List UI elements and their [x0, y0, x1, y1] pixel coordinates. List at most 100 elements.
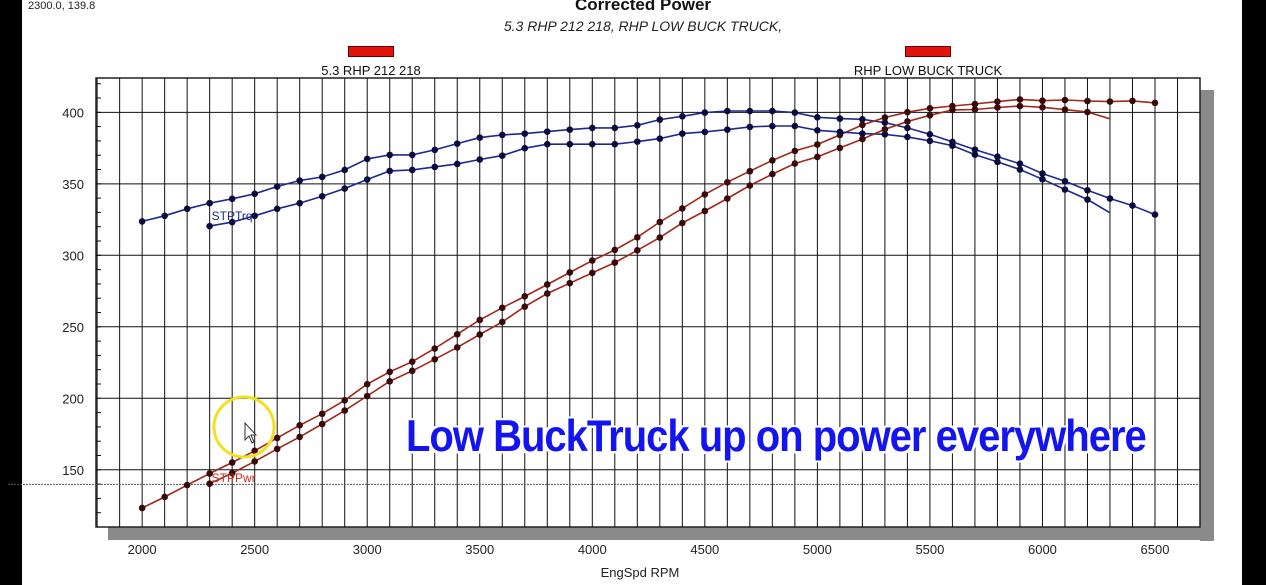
- plot-shadow-right: [1200, 90, 1214, 541]
- data-point-stppwr: [859, 135, 866, 143]
- data-point-stppwr: [521, 293, 529, 300]
- data-point-stptrq: [679, 113, 686, 120]
- data-point-stppwr: [814, 153, 821, 161]
- data-point-stptrq: [588, 124, 596, 132]
- data-point-stptrq: [1039, 175, 1046, 183]
- data-point-stptrq: [926, 137, 934, 145]
- data-point-stppwr: [273, 445, 281, 453]
- data-point-stppwr: [1039, 97, 1046, 105]
- data-point-stptrq: [994, 153, 1001, 160]
- data-point-stptrq: [296, 177, 303, 184]
- data-point-stptrq: [634, 138, 641, 145]
- data-point-stptrq: [881, 131, 889, 138]
- data-point-stptrq: [701, 109, 709, 116]
- data-point-stptrq: [904, 133, 911, 141]
- data-point-stppwr: [543, 290, 551, 297]
- data-point-stptrq: [183, 205, 191, 213]
- data-point-stppwr: [363, 380, 371, 388]
- data-point-stppwr: [476, 316, 484, 324]
- data-point-stptrq: [543, 140, 551, 148]
- data-point-stptrq: [949, 142, 956, 149]
- data-point-stppwr: [386, 368, 394, 376]
- data-point-stptrq: [273, 205, 281, 213]
- data-point-stptrq: [971, 146, 979, 153]
- data-point-stppwr: [1106, 98, 1114, 105]
- data-point-stptrq: [498, 131, 506, 139]
- legend-entry-low-buck-truck[interactable]: RHP LOW BUCK TRUCK: [828, 46, 1028, 78]
- annotation-text: Low BuckTruck up on power everywhere: [406, 412, 1147, 462]
- data-point-stppwr: [206, 480, 213, 487]
- data-point-stppwr: [318, 420, 326, 428]
- data-point-stppwr: [521, 303, 529, 310]
- x-tick-label: 2000: [128, 542, 157, 557]
- legend-entry-5-3-rhp[interactable]: 5.3 RHP 212 218: [271, 46, 471, 78]
- x-axis-label: EngSpd RPM: [601, 565, 680, 580]
- data-point-stppwr: [431, 355, 439, 363]
- data-point-stppwr: [611, 259, 619, 266]
- data-point-stppwr: [498, 318, 506, 326]
- data-point-stppwr: [1061, 106, 1069, 113]
- data-point-stppwr: [566, 269, 574, 276]
- video-letterbox-right: [1242, 0, 1266, 585]
- data-point-stppwr: [701, 191, 709, 198]
- data-point-stptrq: [769, 122, 776, 130]
- data-point-stppwr: [1016, 96, 1024, 103]
- x-tick-label: 2500: [240, 542, 269, 557]
- y-tick-label: 150: [62, 463, 84, 478]
- data-point-stptrq: [1016, 160, 1024, 167]
- data-point-stptrq: [994, 158, 1001, 166]
- data-point-stppwr: [1151, 99, 1159, 107]
- data-point-stppwr: [251, 458, 258, 465]
- data-point-stptrq: [273, 183, 281, 190]
- data-point-stptrq: [791, 122, 799, 130]
- data-point-stppwr: [904, 118, 911, 125]
- data-point-stppwr: [926, 112, 934, 119]
- legend-label: 5.3 RHP 212 218: [321, 63, 421, 78]
- x-tick-label: 3000: [353, 542, 382, 557]
- series-line-stppwr-low-buck-truck: [141, 98, 1156, 509]
- data-point-stppwr: [949, 106, 956, 114]
- series-label-torque: STPTrq: [212, 209, 253, 223]
- data-point-stppwr: [273, 434, 281, 442]
- data-point-stppwr: [679, 205, 686, 212]
- y-tick-label: 350: [62, 177, 84, 192]
- data-point-stppwr: [498, 304, 506, 312]
- data-point-stptrq: [431, 146, 439, 154]
- data-point-stptrq: [453, 160, 461, 168]
- x-tick-label: 4000: [578, 542, 607, 557]
- data-point-stppwr: [836, 144, 844, 152]
- data-point-stptrq: [296, 199, 303, 207]
- data-point-stppwr: [656, 218, 664, 226]
- data-point-stppwr: [363, 392, 371, 400]
- data-point-stptrq: [476, 156, 484, 163]
- data-point-stptrq: [926, 131, 934, 138]
- data-point-stppwr: [138, 504, 146, 512]
- x-tick-label: 4500: [690, 542, 719, 557]
- cursor-highlight-ring: [212, 395, 276, 459]
- data-point-stptrq: [859, 130, 866, 137]
- data-point-stptrq: [746, 123, 754, 131]
- data-point-stptrq: [408, 151, 416, 159]
- data-point-stppwr: [296, 433, 303, 441]
- data-point-stptrq: [656, 135, 664, 142]
- data-point-stppwr: [341, 397, 349, 404]
- legend-label: RHP LOW BUCK TRUCK: [853, 63, 1003, 78]
- data-point-stppwr: [724, 178, 731, 186]
- data-point-stptrq: [588, 140, 596, 148]
- data-point-stppwr: [408, 367, 416, 375]
- data-point-stptrq: [769, 107, 776, 115]
- data-point-stptrq: [724, 126, 731, 133]
- data-point-stppwr: [318, 410, 326, 418]
- data-point-stptrq: [634, 122, 641, 129]
- data-point-stptrq: [386, 151, 394, 159]
- data-point-stppwr: [746, 167, 754, 175]
- data-point-stptrq: [251, 212, 258, 220]
- data-point-stppwr: [656, 234, 664, 241]
- data-point-stppwr: [161, 493, 168, 501]
- data-point-stppwr: [746, 182, 754, 189]
- data-point-stptrq: [363, 176, 371, 183]
- data-point-stppwr: [971, 100, 979, 108]
- data-point-stptrq: [1084, 196, 1091, 203]
- data-point-stptrq: [1061, 186, 1069, 193]
